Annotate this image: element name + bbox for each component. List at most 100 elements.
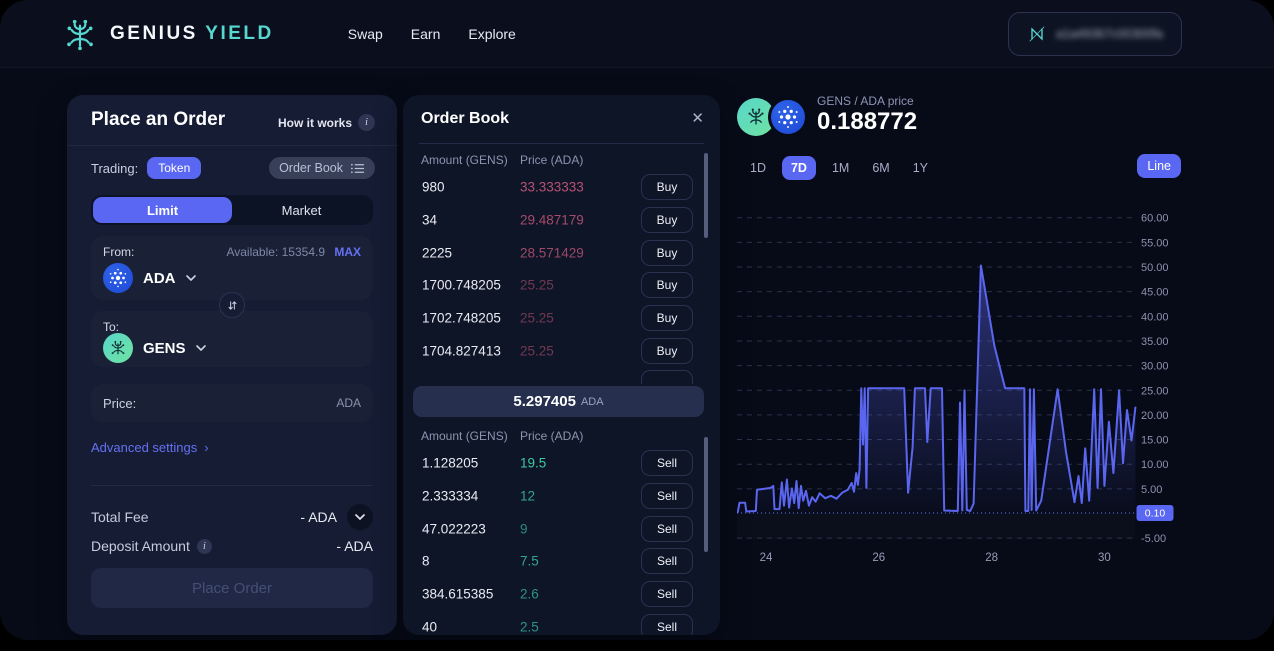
fee-expand-button[interactable] [347, 504, 373, 530]
nav-link-swap[interactable]: Swap [347, 25, 383, 42]
sell-button[interactable]: Sell [641, 548, 693, 575]
y-axis-label: 30.00 [1141, 361, 1169, 373]
sell-order-row: 2.333334 12 Sell [403, 480, 720, 513]
pair-label: GENS / ADA price [817, 94, 914, 108]
y-axis-label: 20.00 [1141, 410, 1169, 422]
sell-button[interactable]: Sell [641, 450, 693, 477]
chevron-right-icon: › [204, 440, 209, 455]
buy-order-row: 1702.748205 25.25 Buy [403, 302, 720, 335]
order-price: 25.25 [520, 310, 554, 326]
chart-section: GENS / ADA price 0.188772 1D 7D 1M 6M 1Y… [736, 90, 1197, 595]
info-icon[interactable]: i [196, 538, 212, 554]
order-amount: 2.333334 [422, 488, 479, 504]
order-price: 25.25 [520, 343, 554, 359]
y-axis-label: 25.00 [1141, 385, 1169, 397]
order-book-toggle[interactable]: Order Book [269, 157, 375, 179]
sell-order-row: 384.615385 2.6 Sell [403, 578, 720, 611]
current-price-badge [1136, 505, 1174, 522]
price-input[interactable] [136, 395, 329, 411]
place-order-button[interactable]: Place Order [91, 568, 373, 608]
price-chart-svg: 60.00 55.00 50.00 45.00 40.00 35.00 30.00 25.00… [736, 213, 1174, 564]
swap-direction-button[interactable] [219, 292, 245, 318]
nav-link-explore[interactable]: Explore [468, 25, 516, 42]
amount-column-header: Amount (GENS) [421, 429, 508, 443]
range-6m[interactable]: 6M [872, 161, 890, 175]
order-book-panel: Order Book ✕ Amount (GENS) Price (ADA) 9… [403, 95, 720, 635]
max-button[interactable]: MAX [334, 245, 361, 259]
buy-button[interactable]: Buy [641, 239, 693, 266]
trading-token-badge[interactable]: Token [147, 157, 202, 179]
how-it-works-link[interactable]: How it works i [278, 114, 375, 131]
price-unit: ADA [336, 396, 361, 410]
order-amount: 40 [422, 619, 438, 635]
chart-type-button[interactable]: Line [1137, 154, 1181, 178]
buy-list-scrollbar[interactable] [704, 153, 708, 238]
sell-list-scrollbar[interactable] [704, 437, 708, 552]
order-amount: 1704.827413 [422, 343, 501, 359]
nav-links: Swap Earn Explore [348, 26, 516, 42]
close-icon[interactable]: ✕ [691, 110, 704, 127]
total-fee-value: - ADA [300, 509, 337, 525]
order-price: 29.487179 [520, 212, 584, 228]
x-axis-label: 26 [872, 552, 885, 564]
y-axis-label: -5.00 [1141, 533, 1166, 545]
info-icon[interactable]: i [358, 114, 375, 131]
range-7d[interactable]: 7D [781, 156, 816, 180]
sell-order-list: 1.128205 19.5 Sell 2.333334 12 Sell 47.0… [403, 447, 720, 635]
buy-order-row: 1700.748205 25.25 Buy [403, 269, 720, 302]
current-price-badge-label: 0.10 [1145, 508, 1166, 520]
amount-column-header: Amount (GENS) [421, 153, 508, 167]
price-chart-plot: 60.00 55.00 50.00 45.00 40.00 35.00 30.00 25.00… [736, 205, 1197, 570]
current-price-value: 5.297405 [513, 393, 576, 410]
from-token-selector[interactable]: ADA [103, 263, 196, 293]
to-token-selector[interactable]: GENS [103, 333, 206, 363]
list-icon [350, 163, 365, 173]
deposit-label: Deposit Amount [91, 538, 190, 554]
deposit-value: - ADA [336, 538, 373, 554]
price-field[interactable]: Price: ADA [91, 384, 373, 422]
y-axis-label: 45.00 [1141, 287, 1169, 299]
range-1y[interactable]: 1Y [912, 161, 929, 175]
range-1d[interactable]: 1D [750, 161, 766, 175]
buy-button[interactable]: Buy [641, 305, 693, 332]
place-order-panel: Place an Order How it works i Trading: T… [67, 95, 397, 635]
buy-button[interactable] [641, 370, 693, 384]
ada-token-icon [768, 97, 808, 137]
buy-button[interactable]: Buy [641, 174, 693, 201]
brand-logo[interactable]: GENIUS YIELD [60, 14, 274, 54]
y-axis-label: 35.00 [1141, 336, 1169, 348]
buy-order-row: 2225 28.571429 Buy [403, 236, 720, 269]
order-amount: 1702.748205 [422, 310, 501, 326]
buy-button[interactable]: Buy [641, 337, 693, 364]
order-book-title: Order Book [421, 110, 510, 127]
from-token-name: ADA [143, 269, 176, 287]
sell-button[interactable]: Sell [641, 613, 693, 635]
sell-button[interactable]: Sell [641, 515, 693, 542]
tab-market[interactable]: Market [281, 202, 322, 218]
tab-limit[interactable]: Limit [93, 197, 232, 223]
sell-button[interactable]: Sell [641, 581, 693, 608]
price-label: Price: [103, 395, 137, 411]
buy-button[interactable]: Buy [641, 272, 693, 299]
buy-button[interactable]: Buy [641, 207, 693, 234]
y-axis-label: 5.00 [1141, 484, 1162, 496]
order-amount: 34 [422, 212, 438, 228]
buy-order-row: 1704.827413 25.25 Buy [403, 334, 720, 367]
to-box[interactable]: To: GENS [91, 311, 373, 367]
nav-link-earn[interactable]: Earn [410, 25, 441, 42]
range-selector: 1D 7D 1M 6M 1Y [743, 156, 935, 180]
range-1m[interactable]: 1M [831, 161, 850, 175]
order-price: 25.25 [520, 277, 554, 293]
price-column-header: Price (ADA) [520, 153, 584, 167]
sell-order-row: 40 2.5 Sell [403, 610, 720, 635]
buy-order-row: 980 33.333333 Buy [403, 171, 720, 204]
navbar: GENIUS YIELD Swap Earn Explore a1a49367c… [0, 0, 1274, 68]
sell-button[interactable]: Sell [641, 483, 693, 510]
wallet-button[interactable]: a1a49367c00300fa [1007, 11, 1182, 56]
from-box[interactable]: From: Available: 15354.9 MAX ADA [91, 236, 373, 300]
order-amount: 1700.748205 [422, 277, 501, 293]
advanced-settings-link[interactable]: Advanced settings › [91, 440, 209, 455]
y-axis-label: 10.00 [1141, 459, 1169, 471]
x-axis-label: 30 [1098, 552, 1111, 564]
